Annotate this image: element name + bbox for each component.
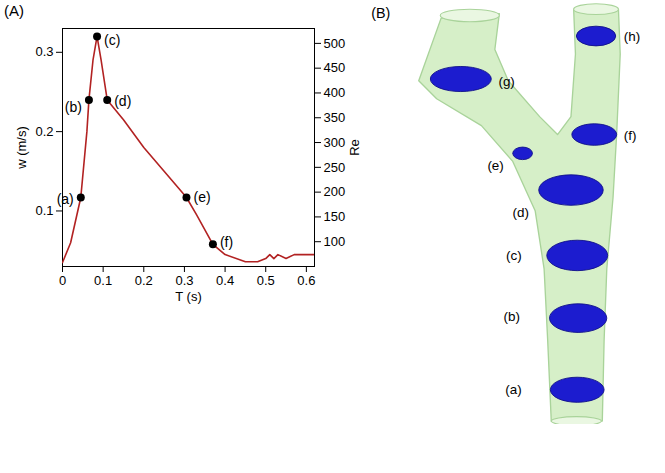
svg-text:(b): (b) — [504, 309, 520, 324]
svg-text:0.1: 0.1 — [94, 273, 112, 288]
svg-text:350: 350 — [324, 110, 346, 125]
svg-text:(e): (e) — [487, 158, 503, 173]
svg-text:(d): (d) — [512, 205, 528, 220]
svg-text:0.2: 0.2 — [35, 124, 53, 139]
svg-text:400: 400 — [324, 85, 346, 100]
svg-text:300: 300 — [324, 135, 346, 150]
svg-text:100: 100 — [324, 234, 346, 249]
svg-text:(a): (a) — [505, 382, 521, 397]
svg-text:0.3: 0.3 — [175, 273, 193, 288]
svg-text:500: 500 — [324, 36, 346, 51]
svg-text:0: 0 — [59, 273, 66, 288]
svg-text:200: 200 — [324, 184, 346, 199]
svg-text:(a): (a) — [57, 191, 74, 207]
svg-text:0.4: 0.4 — [216, 273, 234, 288]
svg-text:(d): (d) — [114, 93, 131, 109]
svg-text:0.3: 0.3 — [35, 44, 53, 59]
svg-text:(f): (f) — [624, 128, 637, 143]
svg-text:0.5: 0.5 — [257, 273, 275, 288]
svg-text:450: 450 — [324, 60, 346, 75]
svg-text:w (m/s): w (m/s) — [14, 126, 29, 170]
svg-text:(B): (B) — [371, 5, 390, 21]
svg-text:T (s): T (s) — [175, 289, 201, 304]
svg-text:(c): (c) — [506, 248, 522, 263]
html-text:(A): (A) — [4, 2, 24, 19]
svg-text:(g): (g) — [498, 74, 514, 89]
svg-text:(b): (b) — [65, 99, 82, 115]
svg-text:150: 150 — [324, 209, 346, 224]
svg-text:(c): (c) — [104, 32, 120, 48]
svg-text:Re: Re — [347, 139, 362, 156]
svg-text:0.6: 0.6 — [297, 273, 315, 288]
svg-text:0.1: 0.1 — [35, 203, 53, 218]
svg-text:250: 250 — [324, 159, 346, 174]
svg-text:(f): (f) — [220, 234, 233, 250]
svg-text:(e): (e) — [193, 189, 210, 205]
svg-text:0.2: 0.2 — [135, 273, 153, 288]
svg-text:(h): (h) — [624, 29, 640, 44]
